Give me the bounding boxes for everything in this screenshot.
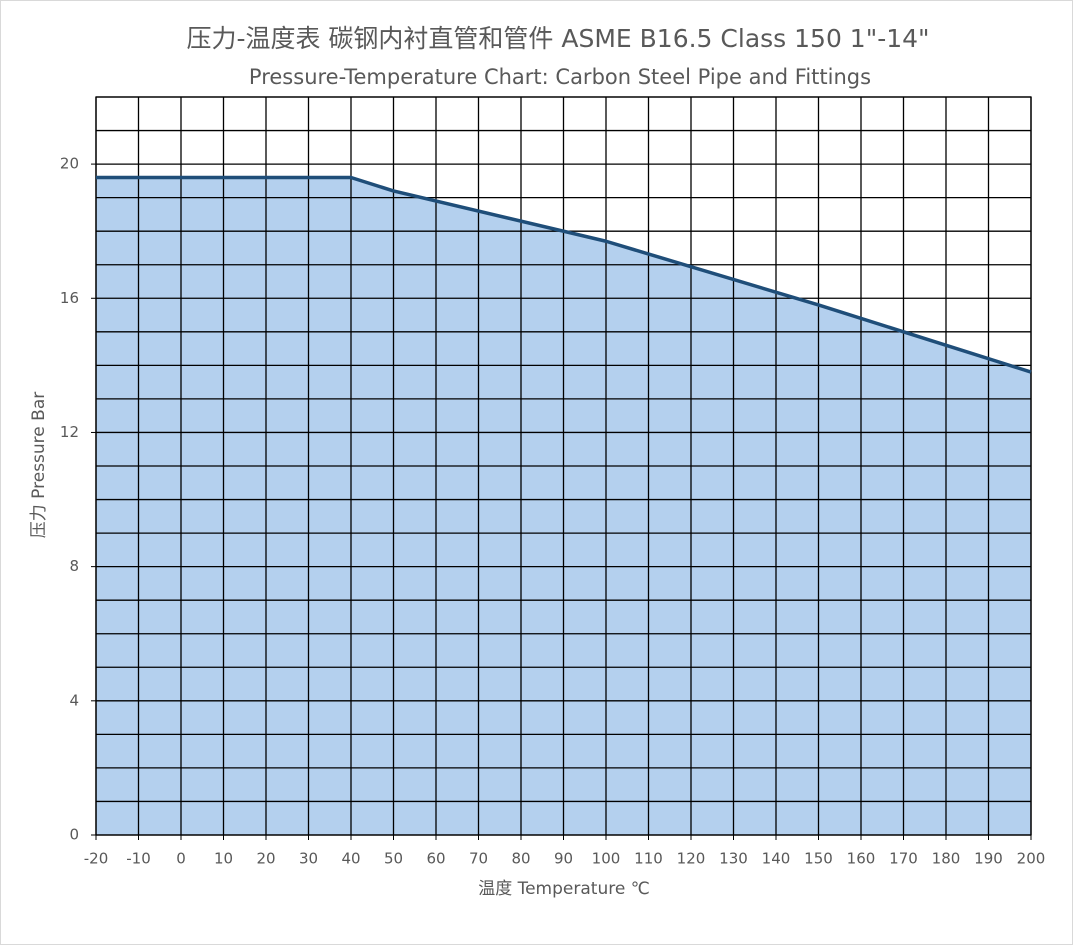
x-tick-label: 50	[384, 850, 403, 868]
x-tick-label: 30	[299, 850, 318, 868]
x-tick-label: -20	[84, 850, 109, 868]
x-tick-label: 170	[889, 850, 918, 868]
x-tick-label: 40	[341, 850, 360, 868]
y-tick-label: 8	[69, 557, 79, 575]
x-tick-label: 130	[719, 850, 748, 868]
y-tick-label: 20	[60, 155, 79, 173]
y-tick-label: 4	[69, 691, 79, 709]
chart-title: 压力-温度表 碳钢内衬直管和管件 ASME B16.5 Class 150 1"…	[186, 24, 929, 53]
x-tick-label: -10	[126, 850, 151, 868]
x-tick-label: 90	[554, 850, 573, 868]
x-tick-label: 0	[176, 850, 186, 868]
x-tick-label: 190	[974, 850, 1003, 868]
x-tick-label: 180	[932, 850, 961, 868]
x-tick-label: 70	[469, 850, 488, 868]
x-tick-label: 200	[1017, 850, 1046, 868]
x-tick-label: 20	[256, 850, 275, 868]
x-tick-label: 60	[426, 850, 445, 868]
y-tick-label: 12	[60, 423, 79, 441]
area-line	[96, 175, 1032, 374]
y-tick-label: 16	[60, 289, 79, 307]
y-tick-label: 0	[69, 826, 79, 844]
x-tick-label: 140	[762, 850, 791, 868]
chart-subtitle: Pressure-Temperature Chart: Carbon Steel…	[249, 65, 871, 89]
x-tick-label: 160	[847, 850, 876, 868]
x-tick-label: 120	[677, 850, 706, 868]
x-tick-label: 110	[634, 850, 663, 868]
x-tick-label: 100	[592, 850, 621, 868]
x-tick-label: 150	[804, 850, 833, 868]
x-tick-label: 80	[511, 850, 530, 868]
x-tick-label: 10	[214, 850, 233, 868]
plot-border	[95, 96, 1032, 836]
x-axis-label: 温度 Temperature ℃	[478, 879, 650, 899]
y-axis-label: 压力 Pressure Bar	[29, 392, 49, 538]
